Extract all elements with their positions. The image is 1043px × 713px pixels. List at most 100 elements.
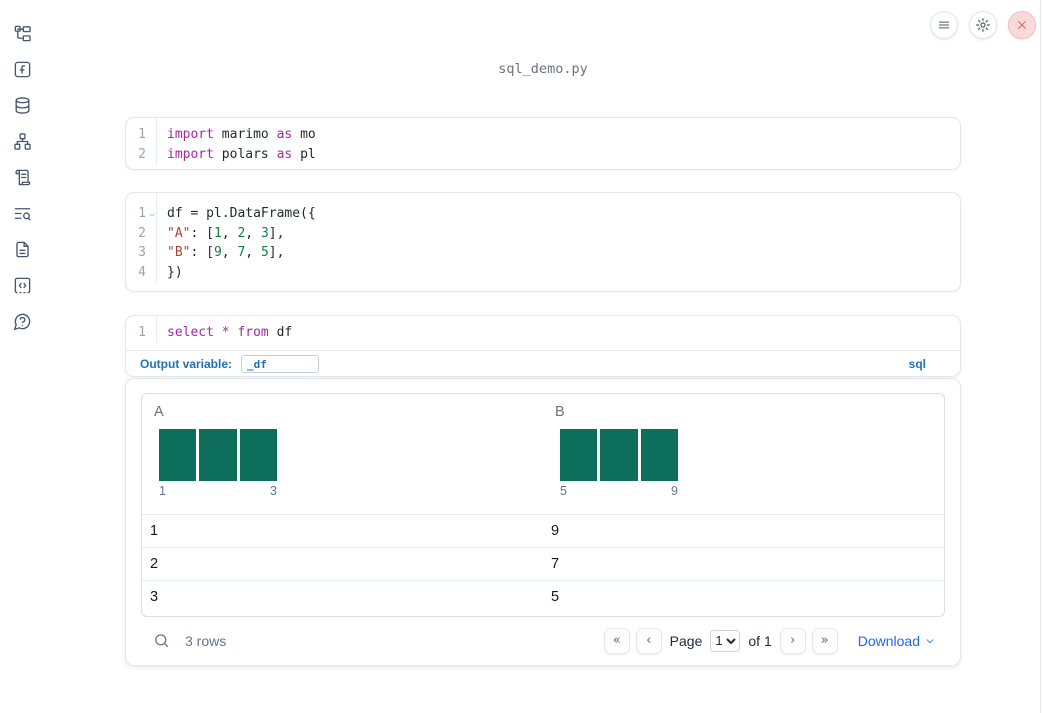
sidebar-item-help[interactable] bbox=[13, 312, 32, 331]
shutdown-button[interactable] bbox=[1008, 11, 1036, 39]
page-select[interactable]: 1 bbox=[710, 629, 741, 652]
fold-chevron-icon[interactable] bbox=[148, 211, 156, 219]
code-lines[interactable]: import marimo as mo import polars as pl bbox=[157, 118, 960, 165]
table-cell: 5 bbox=[551, 589, 560, 605]
sidebar-item-datasources[interactable] bbox=[13, 96, 32, 115]
close-x-icon bbox=[1018, 21, 1026, 29]
scroll-area-border bbox=[1040, 0, 1041, 713]
network-graph-icon bbox=[13, 133, 31, 150]
histogram-max-label: 3 bbox=[270, 484, 277, 498]
histogram-bar bbox=[199, 429, 237, 481]
sidebar bbox=[0, 0, 44, 713]
line-number: 1 bbox=[138, 127, 146, 142]
table-cell: 2 bbox=[150, 556, 159, 572]
histogram-max-label: 9 bbox=[671, 484, 678, 498]
row-count: 3 rows bbox=[185, 632, 227, 649]
function-square-icon bbox=[14, 61, 30, 78]
search-button[interactable] bbox=[152, 632, 170, 650]
chevron-down-icon bbox=[926, 638, 934, 643]
histogram-min-label: 1 bbox=[159, 484, 166, 498]
sidebar-item-file-explorer[interactable] bbox=[13, 24, 32, 43]
cell-divider bbox=[126, 350, 960, 351]
code-line[interactable]: "B": [9, 7, 5], bbox=[167, 245, 285, 260]
output-variable-label: Output variable: bbox=[140, 357, 233, 371]
gear-icon bbox=[976, 18, 990, 32]
table-cell: 9 bbox=[551, 523, 560, 539]
sidebar-item-documentation[interactable] bbox=[13, 240, 32, 259]
page-label: Page bbox=[669, 632, 703, 649]
code-lines[interactable]: df = pl.DataFrame({ "A": [1, 2, 3], "B":… bbox=[157, 193, 960, 282]
download-button[interactable]: Download bbox=[858, 633, 935, 649]
code-line[interactable]: "A": [1, 2, 3], bbox=[167, 225, 285, 241]
scroll-icon bbox=[14, 169, 30, 186]
sql-cell[interactable]: 1 select * from df Output variable: sql bbox=[125, 315, 961, 377]
code-line[interactable]: import polars as pl bbox=[167, 147, 316, 162]
settings-button[interactable] bbox=[969, 11, 997, 39]
table-footer: 3 rows « ‹ Page 1 of 1 › » Download bbox=[141, 616, 945, 665]
code-lines[interactable]: select * from df bbox=[157, 316, 960, 343]
histogram-bar bbox=[159, 429, 197, 481]
column-name: A bbox=[154, 404, 164, 420]
code-line[interactable]: import marimo as mo bbox=[167, 127, 316, 142]
sidebar-item-snippets[interactable] bbox=[13, 276, 32, 295]
line-number: 1 bbox=[138, 325, 146, 340]
sidebar-item-logs[interactable] bbox=[13, 168, 32, 187]
line-number: 3 bbox=[138, 245, 146, 260]
notebook-actions bbox=[930, 11, 1036, 39]
code-square-icon bbox=[14, 277, 30, 294]
line-number: 2 bbox=[138, 225, 146, 241]
file-text-icon bbox=[15, 241, 29, 258]
first-page-button[interactable]: « bbox=[603, 627, 630, 654]
output-variable-input[interactable] bbox=[241, 355, 320, 373]
sidebar-item-variables[interactable] bbox=[13, 60, 32, 79]
pagination: « ‹ Page 1 of 1 › » Download bbox=[603, 627, 935, 654]
column-name: B bbox=[555, 404, 565, 420]
code-line[interactable]: }) bbox=[167, 264, 183, 280]
menu-button[interactable] bbox=[930, 11, 958, 39]
prev-page-button[interactable]: ‹ bbox=[635, 627, 662, 654]
search-icon bbox=[154, 634, 168, 648]
histogram-bar bbox=[640, 429, 678, 481]
table-cell: 7 bbox=[551, 556, 560, 572]
histogram-min-label: 5 bbox=[560, 484, 567, 498]
table-cell: 3 bbox=[150, 589, 159, 605]
code-editor[interactable]: 1 select * from df bbox=[126, 316, 960, 343]
code-line[interactable]: select * from df bbox=[167, 325, 293, 340]
last-page-button[interactable]: » bbox=[811, 627, 838, 654]
file-tree-icon bbox=[14, 25, 31, 42]
sidebar-item-outline-search[interactable] bbox=[13, 204, 32, 223]
language-tag[interactable]: sql bbox=[908, 357, 926, 371]
line-number: 1 bbox=[126, 204, 156, 224]
next-page-button[interactable]: › bbox=[779, 627, 806, 654]
text-search-icon bbox=[14, 208, 31, 221]
database-icon bbox=[14, 97, 30, 114]
page-of-label: of 1 bbox=[748, 632, 772, 649]
help-bubble-icon bbox=[13, 313, 30, 331]
code-line[interactable]: df = pl.DataFrame({ bbox=[167, 206, 316, 221]
histogram-bar bbox=[239, 429, 277, 481]
line-number: 2 bbox=[138, 147, 146, 162]
line-number-gutter: 1 bbox=[126, 316, 157, 343]
histogram-bar bbox=[600, 429, 638, 481]
sidebar-item-dependencies[interactable] bbox=[13, 132, 32, 151]
line-number: 4 bbox=[138, 264, 146, 280]
notebook-filename[interactable]: sql_demo.py bbox=[498, 61, 588, 77]
table-cell: 1 bbox=[150, 523, 159, 539]
